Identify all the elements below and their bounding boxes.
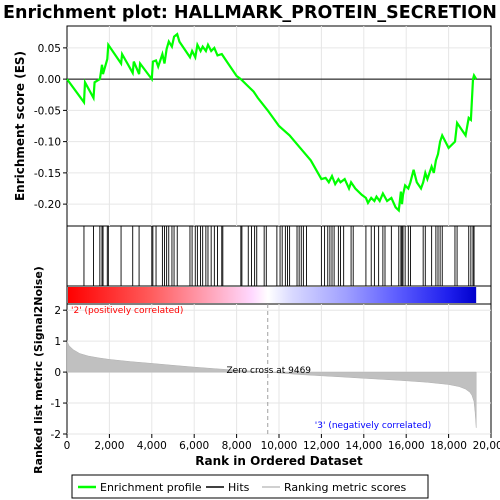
x-tick-label: 20,000 <box>473 440 500 452</box>
zero-cross-label: Zero cross at 9469 <box>226 366 311 376</box>
x-axis: 0 2,000 4,000 6,000 8,000 10,000 12,000 14,000 1… <box>64 434 500 452</box>
metric-y-tick-label: -1 <box>51 398 61 410</box>
legend-enrichment-profile: Enrichment profile <box>100 481 202 494</box>
metric-y-axis-label: Ranked list metric (Signal2Noise) <box>32 266 45 474</box>
legend-box <box>71 474 429 499</box>
ranking-color-bar <box>68 287 477 303</box>
x-tick-label: 14,000 <box>345 440 382 452</box>
hits-panel <box>66 225 492 287</box>
x-tick-label: 4,000 <box>137 440 167 452</box>
x-tick-label: 10,000 <box>261 440 298 452</box>
metric-y-axis: 2 1 0 -1 -2 <box>51 305 67 441</box>
positive-label: '2' (positively correlated) <box>71 306 183 316</box>
x-tick-label: 0 <box>64 440 71 452</box>
hit-marks <box>83 226 475 286</box>
metric-y-tick-label: 0 <box>54 367 61 379</box>
es-y-tick-label: -0.05 <box>34 105 61 117</box>
x-tick-label: 2,000 <box>94 440 124 452</box>
enrichment-profile-line <box>66 32 478 213</box>
es-y-tick-label: 0.05 <box>38 43 61 55</box>
es-y-tick-label: -0.15 <box>34 168 61 180</box>
x-tick-label: 12,000 <box>303 440 340 452</box>
metric-y-tick-label: 1 <box>54 336 61 348</box>
legend: Enrichment profile Hits Ranking metric s… <box>71 474 429 499</box>
metric-y-tick-label: -2 <box>51 429 61 441</box>
x-tick-label: 8,000 <box>222 440 252 452</box>
chart-title: Enrichment plot: HALLMARK_PROTEIN_SECRET… <box>3 3 497 23</box>
negative-label: '3' (negatively correlated) <box>315 421 431 431</box>
ranking-metric-area <box>66 340 477 428</box>
es-y-tick-label: -0.10 <box>34 137 61 149</box>
legend-ranking-metric: Ranking metric scores <box>284 481 406 494</box>
es-y-axis-label: Enrichment score (ES) <box>13 51 27 201</box>
es-y-tick-label: -0.20 <box>34 199 61 211</box>
x-axis-label: Rank in Ordered Dataset <box>195 454 363 468</box>
legend-hits: Hits <box>228 481 250 494</box>
es-y-tick-label: 0.00 <box>38 74 61 86</box>
es-y-axis: 0.05 0.00 -0.05 -0.10 -0.15 -0.20 <box>34 43 67 211</box>
metric-y-tick-label: 2 <box>54 305 61 317</box>
x-tick-label: 18,000 <box>430 440 467 452</box>
x-tick-label: 6,000 <box>179 440 209 452</box>
x-tick-label: 16,000 <box>388 440 425 452</box>
